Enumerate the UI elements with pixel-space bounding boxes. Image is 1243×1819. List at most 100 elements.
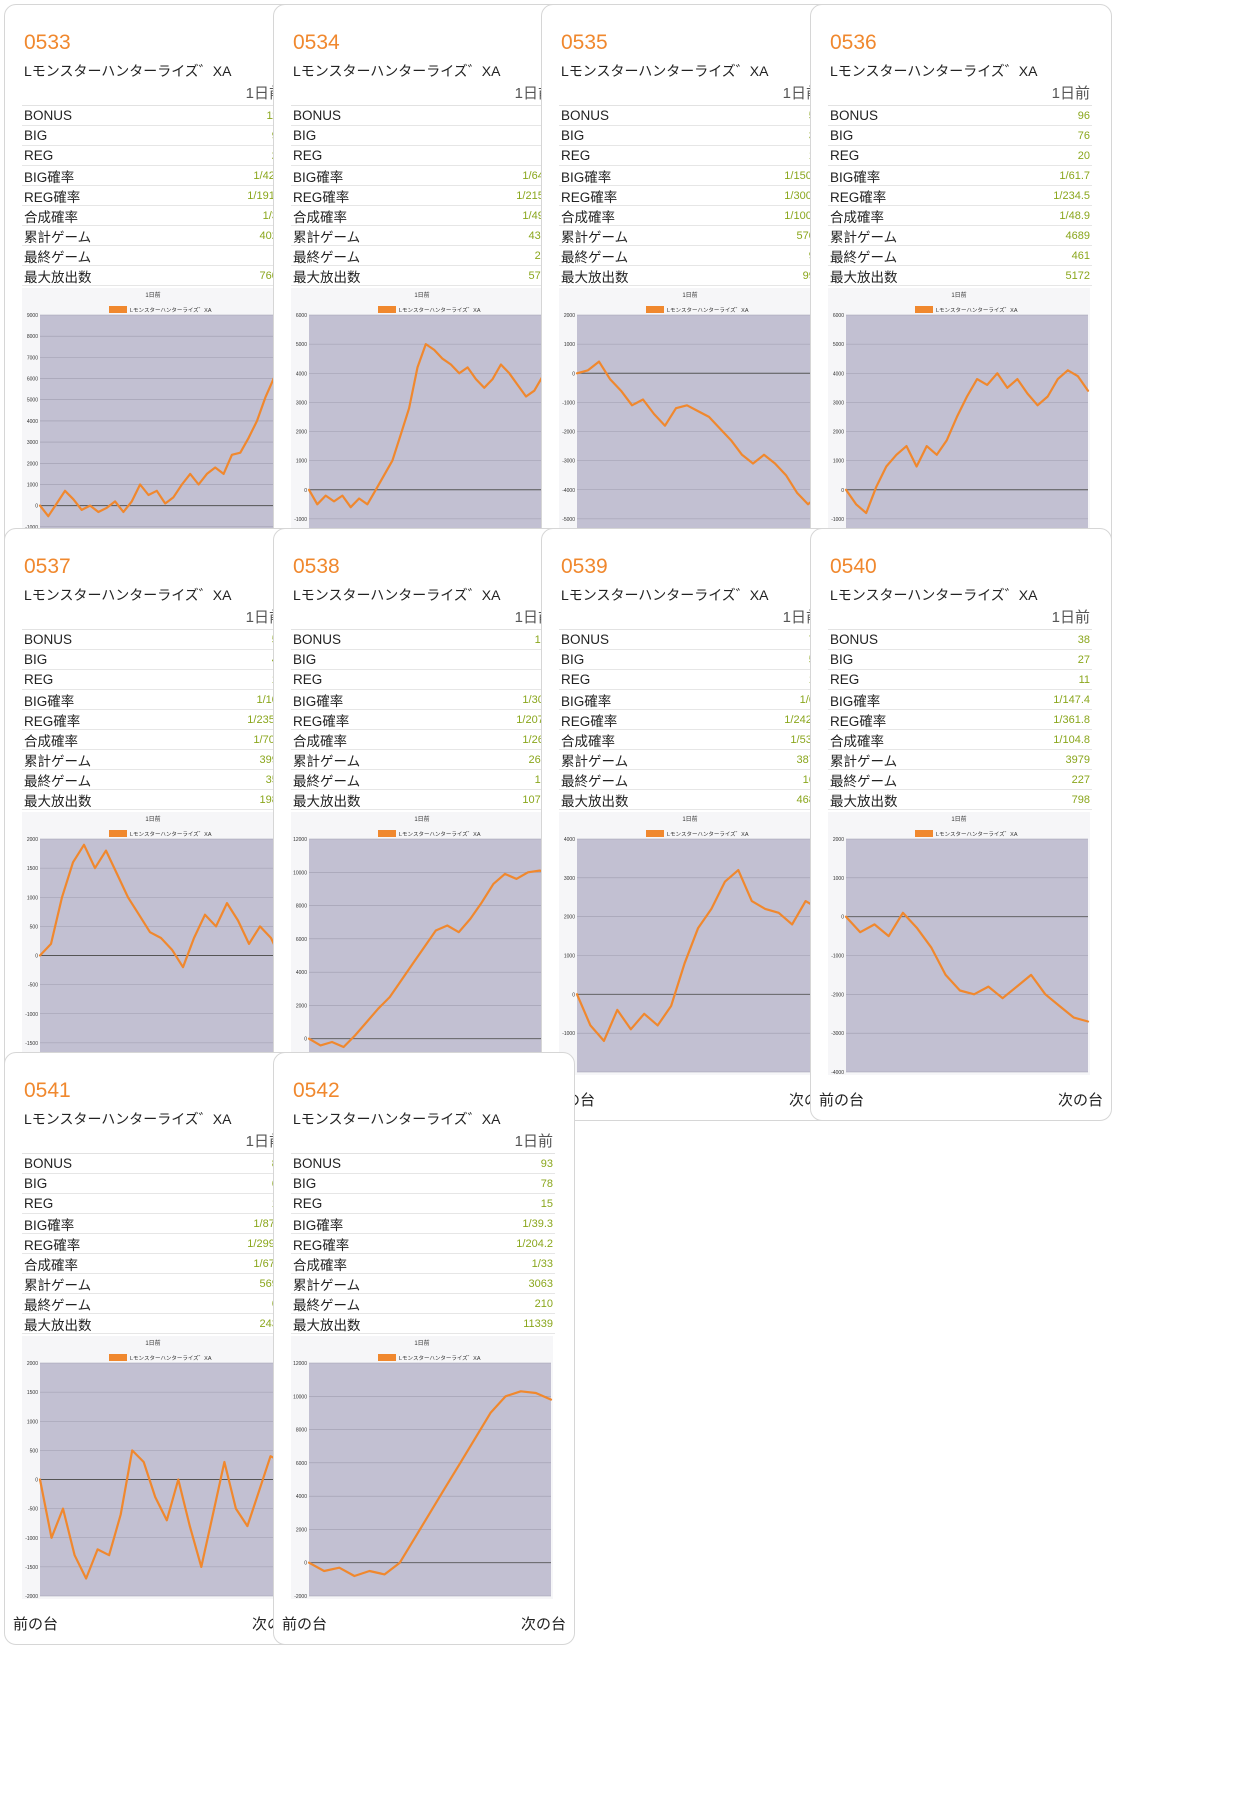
next-machine-link[interactable]: 次の台 <box>1057 1092 1103 1109</box>
machine-number[interactable]: 0541 <box>24 1079 71 1102</box>
y-tick-label: 8000 <box>296 904 307 910</box>
legend-swatch <box>109 306 127 313</box>
stat-label: BIG <box>24 128 48 143</box>
slump-line <box>575 360 821 506</box>
machine-card[interactable]: 0542 Lモンスターハンターライズ゛XA 1日前 BONUS 93 BIG 78 REG 15… <box>273 1052 575 1645</box>
stat-value: 27 <box>1077 653 1090 666</box>
stat-label: BIG <box>830 652 854 667</box>
stat-row: 最大放出数 5172 <box>828 266 1092 286</box>
stat-label: 累計ゲーム <box>24 1277 92 1293</box>
y-tick-label: -1000 <box>562 400 575 406</box>
day-header: 1日前 <box>22 83 286 106</box>
y-tick-label: -1000 <box>25 1012 38 1018</box>
stat-row: BIG確率 1/42.8 <box>22 166 286 186</box>
stat-row: 合成確率 1/49.5 <box>291 206 555 226</box>
stat-label: 最大放出数 <box>561 793 629 809</box>
y-tick-label: 0 <box>841 915 844 921</box>
stat-row: REG19 <box>559 146 823 166</box>
stat-row: BONUS57 <box>22 630 286 650</box>
prev-machine-link[interactable]: 前の台 <box>282 1616 328 1633</box>
y-tick-label: 500 <box>30 1448 39 1454</box>
stats-table: 1日前BONUS115BIG94REG21BIG確率1/42.8REG確率1/1… <box>22 83 286 286</box>
stat-value: 93 <box>540 1157 553 1170</box>
stat-row: BIG65 <box>22 1174 286 1194</box>
stat-value: 4689 <box>1065 229 1090 242</box>
stat-label: 最大放出数 <box>293 1317 361 1333</box>
stat-row: 累計ゲーム 5694 <box>22 1274 286 1294</box>
stat-row: BIG確率 1/61.7 <box>828 166 1092 186</box>
y-tick-label: -2000 <box>831 992 844 998</box>
stat-value: 210 <box>534 1297 553 1310</box>
stat-row: REG確率 1/215.2 <box>291 186 555 206</box>
machine-number[interactable]: 0534 <box>293 31 340 54</box>
stat-label: BONUS <box>293 632 342 647</box>
machine-number[interactable]: 0542 <box>293 1079 340 1102</box>
stat-value: 11 <box>1078 673 1090 686</box>
plot-area <box>40 315 282 548</box>
chart-title: 1日前 <box>145 291 160 299</box>
stat-row: REG21 <box>22 146 286 166</box>
stat-row: BONUS 96 <box>828 106 1092 126</box>
stats-table: 1日前 BONUS 38 BIG 27 REG 11 BIG確率 1/147.4 REG確率 1/3… <box>828 607 1092 810</box>
chart-title: 1日前 <box>414 291 429 299</box>
y-tick-label: 2000 <box>564 915 575 921</box>
stat-label: BIG確率 <box>561 693 612 709</box>
y-tick-label: 1000 <box>564 954 575 960</box>
next-machine-link[interactable]: 次の台 <box>520 1616 566 1633</box>
stat-row: REG 11 <box>828 670 1092 690</box>
plot-area <box>309 839 551 1072</box>
y-tick-label: 5000 <box>27 398 38 404</box>
machine-number[interactable]: 0538 <box>293 555 340 578</box>
legend-swatch <box>378 306 396 313</box>
stat-row: BIG確率 1/147.4 <box>828 690 1092 710</box>
y-tick-label: 10000 <box>293 1394 307 1400</box>
slump-chart: 1日前 Lモンスターハンターライズ゛XA 2000 1000 0 -1000 -2000 -3… <box>559 288 821 551</box>
machine-number[interactable]: 0536 <box>830 31 877 54</box>
stat-row: REG19 <box>22 1194 286 1214</box>
machine-number[interactable]: 0533 <box>24 31 71 54</box>
stats-table: 1日前 BONUS 96 BIG 76 REG 20 BIG確率 1/61.7 REG確率 1/23… <box>828 83 1092 286</box>
stat-row: BIG 78 <box>291 1174 555 1194</box>
stat-row: 累計ゲーム4303 <box>291 226 555 246</box>
slump-chart: 1日前 Lモンスターハンターライズ゛XA 2000 1000 0 -1000 -2000 -3… <box>828 812 1090 1075</box>
legend-label: Lモンスターハンターライズ゛XA <box>667 830 749 838</box>
y-tick-label: -2000 <box>25 1594 38 1599</box>
stat-row: BONUS57 <box>559 106 823 126</box>
y-tick-label: 0 <box>35 504 38 510</box>
stat-row: BIG確率 1/100 <box>22 690 286 710</box>
stat-label: 最終ゲーム <box>24 249 92 265</box>
prev-machine-link[interactable]: 前の台 <box>819 1092 865 1109</box>
prev-machine-link[interactable]: 前の台 <box>13 1616 59 1633</box>
stat-label: 最終ゲーム <box>293 773 361 789</box>
stat-label: 合成確率 <box>561 209 615 225</box>
machine-number[interactable]: 0535 <box>561 31 608 54</box>
machine-card[interactable]: 0536 Lモンスターハンターライズ゛XA 1日前 BONUS 96 BIG 76 REG 20… <box>810 4 1112 597</box>
stat-row: 最大放出数 4684 <box>559 790 823 810</box>
stat-value: 11339 <box>523 1317 553 1330</box>
stat-row: BONUS73 <box>559 630 823 650</box>
stat-label: REG <box>24 148 54 163</box>
machine-number[interactable]: 0539 <box>561 555 608 578</box>
stat-value: 78 <box>540 1177 553 1190</box>
legend-label: Lモンスターハンターライズ゛XA <box>130 1354 212 1362</box>
machine-number[interactable]: 0540 <box>830 555 877 578</box>
stat-label: 合成確率 <box>24 1257 78 1273</box>
stat-label: REG <box>293 672 323 687</box>
machine-card[interactable]: 0540 Lモンスターハンターライズ゛XA 1日前 BONUS 38 BIG 27 REG 11… <box>810 528 1112 1121</box>
stat-label: 最大放出数 <box>24 269 92 285</box>
stat-row: BIG57 <box>559 650 823 670</box>
y-tick-label: 0 <box>572 371 575 377</box>
machine-number[interactable]: 0537 <box>24 555 71 578</box>
stat-row: BONUS 38 <box>828 630 1092 650</box>
stat-label: 最終ゲーム <box>24 773 92 789</box>
slump-line <box>307 1390 553 1578</box>
y-tick-label: 5000 <box>833 342 844 348</box>
y-tick-label: 3000 <box>833 400 844 406</box>
